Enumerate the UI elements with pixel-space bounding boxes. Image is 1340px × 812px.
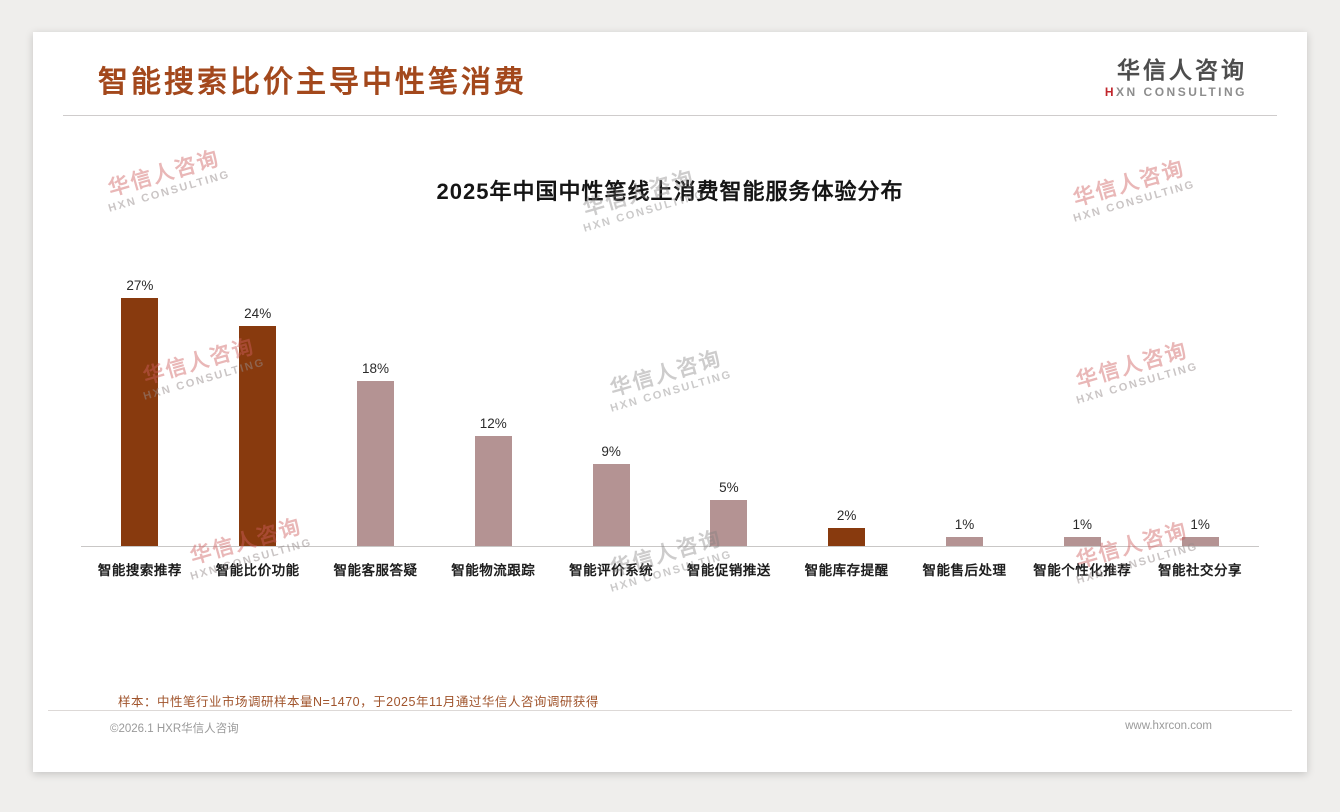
footer-copyright: ©2026.1 HXR华信人咨询 [110,723,239,735]
bar [945,537,983,547]
chart-title: 2025年中国中性笔线上消费智能服务体验分布 [436,179,904,205]
bar-plot: 27% 24% 18% 12% 9% 5% 2% 1% 1% 1% [81,264,1259,548]
category-label: 智能促销推送 [686,563,771,579]
company-logo: 华信人咨询 HXN CONSULTING [1105,57,1247,99]
category-label: 智能个性化推荐 [1033,563,1132,579]
bar-slot: 18% [317,264,435,547]
bar [356,380,394,547]
slide-footer: ©2026.1 HXR华信人咨询 www.hxrcon.com [48,710,1292,736]
category-label: 智能社交分享 [1158,563,1243,579]
bar-value-label: 1% [1190,517,1210,533]
bar [239,325,277,547]
bar [828,528,866,547]
logo-en-text: HXN CONSULTING [1105,86,1247,99]
bar-slot: 9% [552,264,670,547]
bar-slot: 5% [670,264,788,547]
bar [1181,537,1219,547]
bar-value-label: 5% [719,480,739,496]
category-label: 智能库存提醒 [804,563,889,579]
bar-value-label: 27% [126,278,154,294]
page-title: 智能搜索比价主导中性笔消费 [98,66,527,100]
category-axis: 智能搜索推荐 智能比价功能 智能客服答疑 智能物流跟踪 智能评价系统 智能促销推送 智能库存… [81,547,1259,579]
bar [592,463,630,547]
category-label: 智能客服答疑 [333,563,418,579]
bar-value-label: 18% [361,360,389,376]
bar-value-label: 1% [954,517,975,533]
sample-footnote: 样本：中性笔行业市场调研样本量N=1470，于2025年11月通过华信人咨询调研… [118,695,599,709]
logo-en-initial: H [1104,85,1117,100]
bar [474,436,512,547]
bar-slot: 24% [199,264,317,547]
category-label: 智能比价功能 [215,563,300,579]
slide-card: 智能搜索比价主导中性笔消费 华信人咨询 HXN CONSULTING 2025年… [33,32,1307,772]
bar [1063,537,1101,547]
bar [710,500,748,547]
logo-en-rest: XN CONSULTING [1116,85,1247,100]
category-label: 智能物流跟踪 [451,563,536,579]
bar-slot: 1% [1141,264,1259,547]
logo-cn-text: 华信人咨询 [1117,57,1247,83]
category-label: 智能售后处理 [922,563,1007,579]
bar-value-label: 12% [479,416,507,432]
bar-slot: 1% [1023,264,1141,547]
category-label: 智能评价系统 [569,563,654,579]
bar-slot: 1% [906,264,1024,547]
bar-value-label: 2% [836,508,857,524]
bar-value-label: 1% [1072,517,1093,533]
bar-slot: 27% [81,264,199,547]
bar [121,298,159,547]
bar-slot: 12% [434,264,552,547]
slide-header: 智能搜索比价主导中性笔消费 华信人咨询 HXN CONSULTING [63,32,1277,117]
bar-slot: 2% [788,264,906,547]
bar-value-label: 24% [244,305,272,321]
footer-website: www.hxrcon.com [1125,720,1212,732]
category-label: 智能搜索推荐 [97,563,182,579]
bar-value-label: 9% [601,443,621,459]
